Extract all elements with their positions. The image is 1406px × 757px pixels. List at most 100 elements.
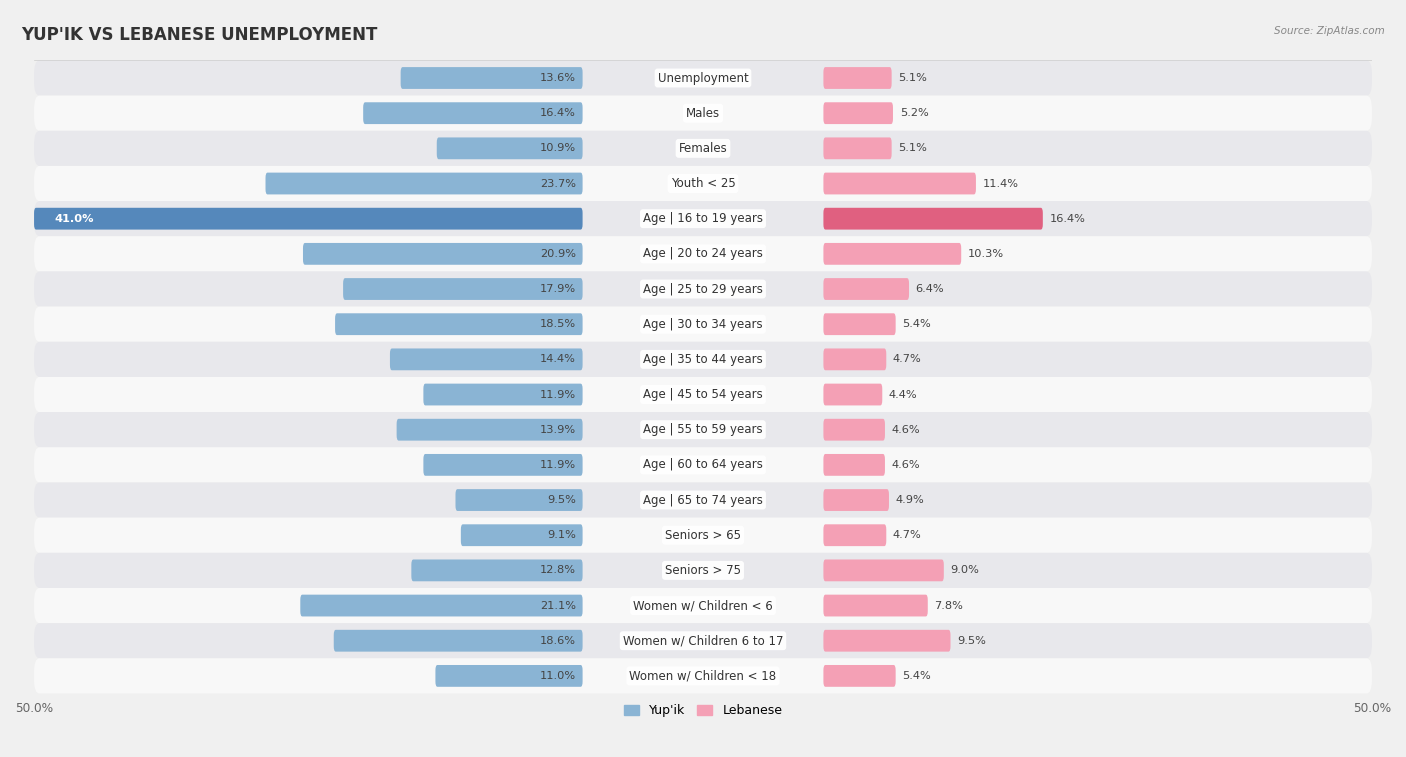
Text: 5.4%: 5.4% [903,319,931,329]
Text: 23.7%: 23.7% [540,179,576,188]
Text: 13.9%: 13.9% [540,425,576,435]
FancyBboxPatch shape [302,243,582,265]
FancyBboxPatch shape [824,138,891,159]
FancyBboxPatch shape [34,588,1372,623]
Text: Age | 30 to 34 years: Age | 30 to 34 years [643,318,763,331]
Text: 17.9%: 17.9% [540,284,576,294]
Text: 18.5%: 18.5% [540,319,576,329]
FancyBboxPatch shape [34,518,1372,553]
Text: Age | 45 to 54 years: Age | 45 to 54 years [643,388,763,401]
Text: 12.8%: 12.8% [540,565,576,575]
FancyBboxPatch shape [423,384,582,406]
FancyBboxPatch shape [34,131,1372,166]
Text: 11.9%: 11.9% [540,459,576,470]
FancyBboxPatch shape [824,559,943,581]
Text: 4.4%: 4.4% [889,390,918,400]
Text: 4.7%: 4.7% [893,354,922,364]
Text: 5.1%: 5.1% [898,73,927,83]
Text: 18.6%: 18.6% [540,636,576,646]
FancyBboxPatch shape [34,207,582,229]
FancyBboxPatch shape [34,659,1372,693]
Text: Source: ZipAtlas.com: Source: ZipAtlas.com [1274,26,1385,36]
Text: 9.5%: 9.5% [547,495,576,505]
Text: 4.7%: 4.7% [893,530,922,540]
Text: 5.2%: 5.2% [900,108,928,118]
FancyBboxPatch shape [266,173,582,195]
Text: Age | 35 to 44 years: Age | 35 to 44 years [643,353,763,366]
Text: 11.0%: 11.0% [540,671,576,681]
Text: Age | 60 to 64 years: Age | 60 to 64 years [643,459,763,472]
Text: 10.9%: 10.9% [540,143,576,154]
Text: 9.5%: 9.5% [957,636,986,646]
FancyBboxPatch shape [824,454,884,476]
FancyBboxPatch shape [335,313,582,335]
FancyBboxPatch shape [34,307,1372,341]
FancyBboxPatch shape [824,595,928,616]
FancyBboxPatch shape [389,348,582,370]
FancyBboxPatch shape [824,243,962,265]
Text: 4.9%: 4.9% [896,495,924,505]
Text: Women w/ Children < 6: Women w/ Children < 6 [633,599,773,612]
Text: 41.0%: 41.0% [53,213,94,223]
FancyBboxPatch shape [34,61,1372,95]
FancyBboxPatch shape [333,630,582,652]
Text: Women w/ Children 6 to 17: Women w/ Children 6 to 17 [623,634,783,647]
Text: 5.4%: 5.4% [903,671,931,681]
FancyBboxPatch shape [34,166,1372,201]
Text: Unemployment: Unemployment [658,71,748,85]
FancyBboxPatch shape [824,102,893,124]
Text: Youth < 25: Youth < 25 [671,177,735,190]
FancyBboxPatch shape [824,665,896,687]
FancyBboxPatch shape [824,419,884,441]
Text: 11.4%: 11.4% [983,179,1018,188]
Text: 4.6%: 4.6% [891,459,921,470]
FancyBboxPatch shape [401,67,582,89]
FancyBboxPatch shape [34,341,1372,377]
Text: 7.8%: 7.8% [935,600,963,611]
Text: Age | 20 to 24 years: Age | 20 to 24 years [643,248,763,260]
FancyBboxPatch shape [824,313,896,335]
FancyBboxPatch shape [34,201,1372,236]
Text: 14.4%: 14.4% [540,354,576,364]
FancyBboxPatch shape [363,102,582,124]
FancyBboxPatch shape [34,272,1372,307]
FancyBboxPatch shape [824,173,976,195]
FancyBboxPatch shape [824,67,891,89]
Text: 21.1%: 21.1% [540,600,576,611]
FancyBboxPatch shape [412,559,582,581]
Text: 10.3%: 10.3% [967,249,1004,259]
FancyBboxPatch shape [423,454,582,476]
FancyBboxPatch shape [34,236,1372,272]
Text: 5.1%: 5.1% [898,143,927,154]
Text: Females: Females [679,142,727,155]
Legend: Yup'ik, Lebanese: Yup'ik, Lebanese [619,699,787,722]
Text: Age | 65 to 74 years: Age | 65 to 74 years [643,494,763,506]
FancyBboxPatch shape [824,525,886,546]
Text: 4.6%: 4.6% [891,425,921,435]
Text: 11.9%: 11.9% [540,390,576,400]
FancyBboxPatch shape [396,419,582,441]
Text: 9.0%: 9.0% [950,565,980,575]
Text: Age | 25 to 29 years: Age | 25 to 29 years [643,282,763,295]
FancyBboxPatch shape [301,595,582,616]
Text: 9.1%: 9.1% [547,530,576,540]
FancyBboxPatch shape [824,348,886,370]
FancyBboxPatch shape [824,384,883,406]
Text: Seniors > 75: Seniors > 75 [665,564,741,577]
Text: Seniors > 65: Seniors > 65 [665,528,741,542]
FancyBboxPatch shape [34,447,1372,482]
FancyBboxPatch shape [824,489,889,511]
FancyBboxPatch shape [34,623,1372,659]
FancyBboxPatch shape [34,377,1372,412]
FancyBboxPatch shape [34,553,1372,588]
FancyBboxPatch shape [456,489,582,511]
FancyBboxPatch shape [824,278,910,300]
Text: 16.4%: 16.4% [540,108,576,118]
Text: 16.4%: 16.4% [1049,213,1085,223]
FancyBboxPatch shape [34,412,1372,447]
FancyBboxPatch shape [436,665,582,687]
Text: 6.4%: 6.4% [915,284,945,294]
Text: Age | 55 to 59 years: Age | 55 to 59 years [643,423,763,436]
FancyBboxPatch shape [34,482,1372,518]
FancyBboxPatch shape [824,630,950,652]
